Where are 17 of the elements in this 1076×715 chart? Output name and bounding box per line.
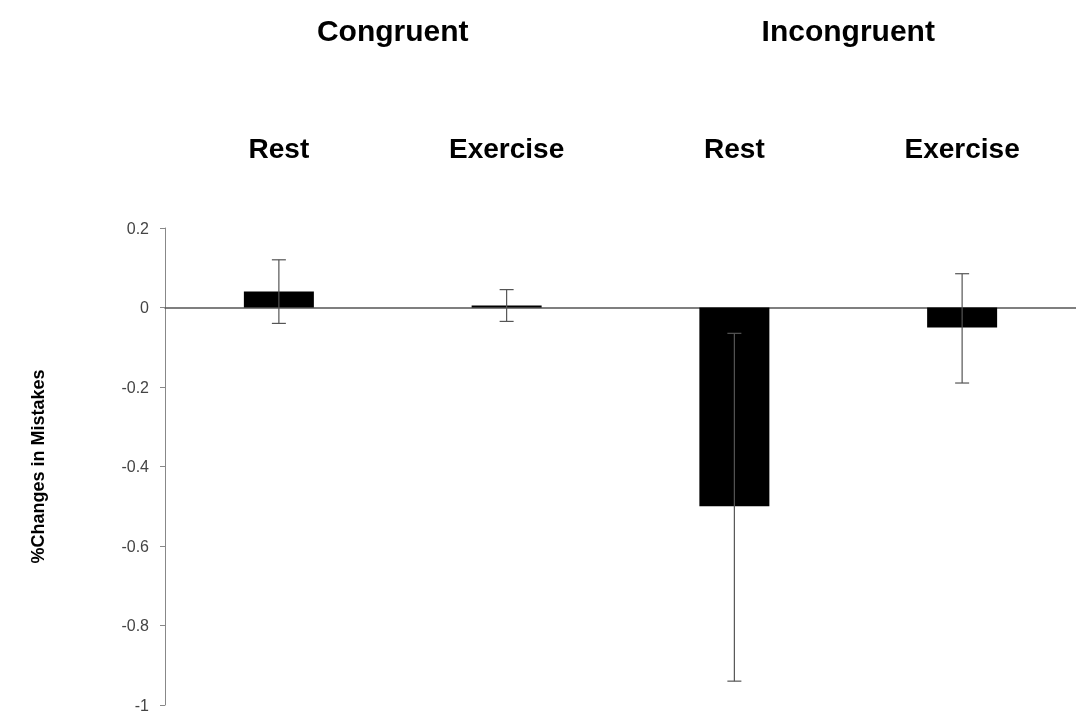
y-tick-label: -1 bbox=[134, 696, 150, 714]
y-tick-label: -0.6 bbox=[121, 537, 150, 555]
text: Incongruent bbox=[761, 13, 935, 47]
x-tick-label: Exercise bbox=[449, 132, 565, 164]
y-tick-label: 0 bbox=[140, 299, 150, 316]
y-tick-label: 0.2 bbox=[126, 219, 150, 237]
y-tick-label: -0.2 bbox=[121, 378, 150, 396]
text: Congruent bbox=[316, 13, 469, 47]
y-tick-label: -0.8 bbox=[121, 617, 150, 634]
bar bbox=[243, 291, 314, 308]
y-axis-title: %Changes in Mistakes bbox=[28, 369, 48, 564]
y-tick-label: -0.4 bbox=[121, 458, 150, 475]
x-tick-label: Rest bbox=[704, 132, 765, 164]
x-tick-label: Exercise bbox=[904, 132, 1020, 164]
bar bbox=[927, 307, 998, 328]
bar bbox=[699, 307, 770, 507]
x-tick-label: Rest bbox=[248, 132, 310, 164]
